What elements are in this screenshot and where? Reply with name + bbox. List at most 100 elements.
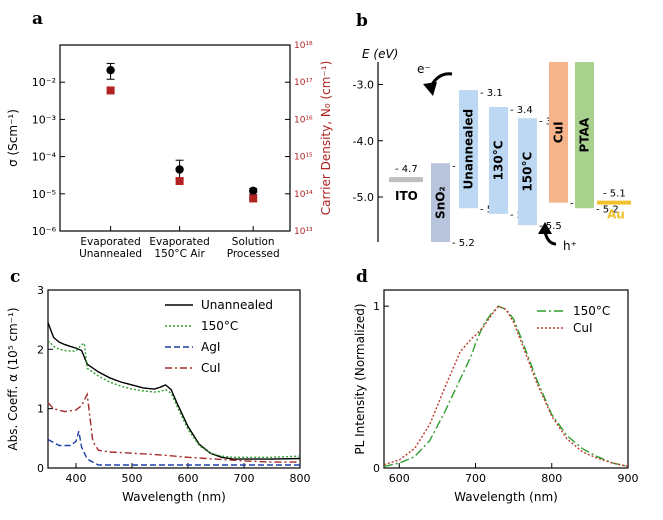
chart-c-legend-label: 150°C (201, 319, 238, 333)
chart-b-bar-label: 130°C (492, 140, 506, 180)
chart-d-ylabel: PL Intensity (Normalized) (353, 303, 367, 454)
chart-b-bottom-value: - 5.2 (452, 238, 475, 249)
chart-a-density-point (106, 86, 115, 95)
chart-b-ytick-label: -5.0 (353, 191, 374, 204)
chart-d-xtick-label: 800 (541, 472, 562, 485)
chart-b-ito-value: - 4.7 (395, 164, 418, 175)
chart-a-ytick-label: 10⁻⁴ (32, 151, 57, 164)
chart-a-category-label: 150°C Air (154, 248, 205, 260)
chart-b-au-label: Au (607, 208, 625, 222)
chart-a-density-point (249, 194, 258, 203)
chart-d-lines (383, 305, 629, 468)
chart-a-ytick-label: 10⁻³ (32, 113, 56, 126)
chart-d-frame (383, 289, 629, 469)
chart-d-xlabel: Wavelength (nm) (454, 490, 558, 504)
chart-d-ytick-label: 1 (373, 300, 380, 313)
chart-a-ytick-label: 10⁻⁶ (32, 225, 57, 238)
chart-a-ytick-label: 10⁻⁵ (32, 188, 56, 201)
chart-b-ytick-label: -3.0 (353, 79, 374, 92)
chart-c-series-line (47, 431, 300, 466)
panel-letter-b: b (356, 11, 368, 31)
chart-c-ytick-label: 2 (37, 343, 44, 356)
chart-b-bar-label: Unannealed (462, 109, 476, 190)
chart-c-xtick-label: 800 (290, 472, 311, 485)
chart-b-bar-label: SnO₂ (434, 186, 448, 219)
chart-b-bar (489, 107, 508, 214)
chart-c-legend-label: Unannealed (201, 298, 273, 312)
chart-a-ticks: 10⁻⁶ 10⁻⁵ 10⁻⁴ 10⁻³ 10⁻² 10¹³ 10¹⁴ 10¹⁵ 10¹⁶ 10¹⁷… (32, 41, 313, 238)
chart-b-bar (575, 62, 594, 209)
hole-label: h⁺ (563, 239, 577, 253)
chart-a-frame (59, 44, 291, 232)
chart-a-conductivity-point (106, 66, 115, 75)
chart-d-ticks: 600 700 800 900 0 1 (373, 300, 639, 485)
chart-b-levels: - 4.7 ITO - 5.1 Au (389, 164, 631, 222)
chart-c-ylabel: Abs. Coeff. α (10⁵ cm⁻¹) (6, 307, 20, 450)
chart-a-category-label: Solution (232, 236, 275, 248)
chart-a-category-label: Evaporated (149, 236, 209, 248)
chart-a-ytick-right-label: 10¹⁴ (294, 190, 313, 200)
chart-b-bottom-value: - 5.2 (596, 204, 619, 215)
electron-label: e⁻ (417, 62, 431, 76)
hole-arrowhead (538, 222, 552, 234)
chart-a: 10⁻⁶ 10⁻⁵ 10⁻⁴ 10⁻³ 10⁻² 10¹³ 10¹⁴ 10¹⁵ 10¹⁶ 10¹⁷… (6, 41, 333, 260)
chart-a-conductivity-point (249, 186, 258, 196)
chart-b-top-value: - 3.1 (480, 88, 503, 99)
chart-d-ytick-label: 0 (373, 462, 380, 475)
chart-b-ito-level (389, 177, 423, 183)
chart-a-category-label: Processed (227, 248, 280, 260)
chart-b-bar (459, 90, 478, 209)
chart-c-ytick-label: 3 (37, 284, 44, 297)
chart-a-ytick-right-label: 10¹³ (294, 227, 313, 237)
chart-d-series-line (383, 305, 629, 468)
chart-c-legend-label: AgI (201, 340, 220, 354)
chart-b-bar (518, 118, 537, 226)
chart-c-legend: Unannealed 150°C AgI CuI (165, 298, 273, 375)
chart-b-ylabel: E (eV) (362, 47, 398, 61)
chart-b-ito-label: ITO (395, 189, 418, 203)
chart-b-bar (549, 62, 568, 203)
chart-a-ytick-right-label: 10¹⁶ (294, 115, 313, 125)
chart-a-marks (106, 62, 258, 203)
chart-d-legend: 150°C CuI (537, 304, 610, 335)
chart-c: 400 500 600 700 800 0 1 2 3 Unannealed 150°C AgI Cu… (6, 284, 311, 504)
chart-d-series-line (383, 305, 629, 468)
panel-letter-a: a (32, 9, 43, 29)
electron-arrowhead (423, 82, 437, 96)
chart-b-ytick-label: -4.0 (353, 135, 374, 148)
chart-b-bar-label: PTAA (578, 117, 592, 152)
chart-a-category-label: Unannealed (79, 248, 142, 260)
chart-c-series-line (47, 339, 301, 458)
chart-c-xtick-label: 400 (66, 472, 87, 485)
chart-c-ytick-label: 1 (37, 403, 44, 416)
chart-c-xtick-label: 500 (122, 472, 143, 485)
chart-c-xlabel: Wavelength (nm) (122, 490, 226, 504)
chart-b-bar (431, 163, 450, 242)
chart-b-bottom-value: - 5.5 (539, 221, 562, 232)
chart-c-ticks: 400 500 600 700 800 0 1 2 3 (37, 284, 311, 485)
chart-c-series-line (47, 322, 301, 460)
chart-b: -3.0-4.0-5.0 E (eV) SnO₂- 4.4- 5.2Unanne… (353, 47, 631, 253)
chart-b-au-level (597, 200, 631, 205)
chart-a-ylabel-right: Carrier Density, N₀ (cm⁻¹) (319, 61, 333, 216)
chart-c-xtick-label: 700 (234, 472, 255, 485)
chart-c-xtick-label: 600 (178, 472, 199, 485)
chart-a-conductivity-point (175, 165, 184, 174)
chart-a-ytick-right-label: 10¹⁵ (294, 153, 313, 163)
chart-d-xtick-label: 600 (389, 472, 410, 485)
chart-b-bar-label: 150°C (521, 152, 535, 192)
chart-d-xtick-label: 700 (465, 472, 486, 485)
chart-a-ytick-right-label: 10¹⁸ (294, 41, 313, 51)
chart-c-frame (47, 289, 301, 469)
chart-b-bar-label: CuI (552, 121, 566, 143)
chart-a-density-point (175, 177, 184, 186)
chart-c-legend-label: CuI (201, 361, 221, 375)
chart-d-legend-label: CuI (573, 321, 593, 335)
chart-b-top-value: - 3.4 (510, 105, 533, 116)
chart-c-lines (47, 322, 301, 466)
chart-b-ticks: -3.0 -4.0 -5.0 (353, 79, 383, 204)
